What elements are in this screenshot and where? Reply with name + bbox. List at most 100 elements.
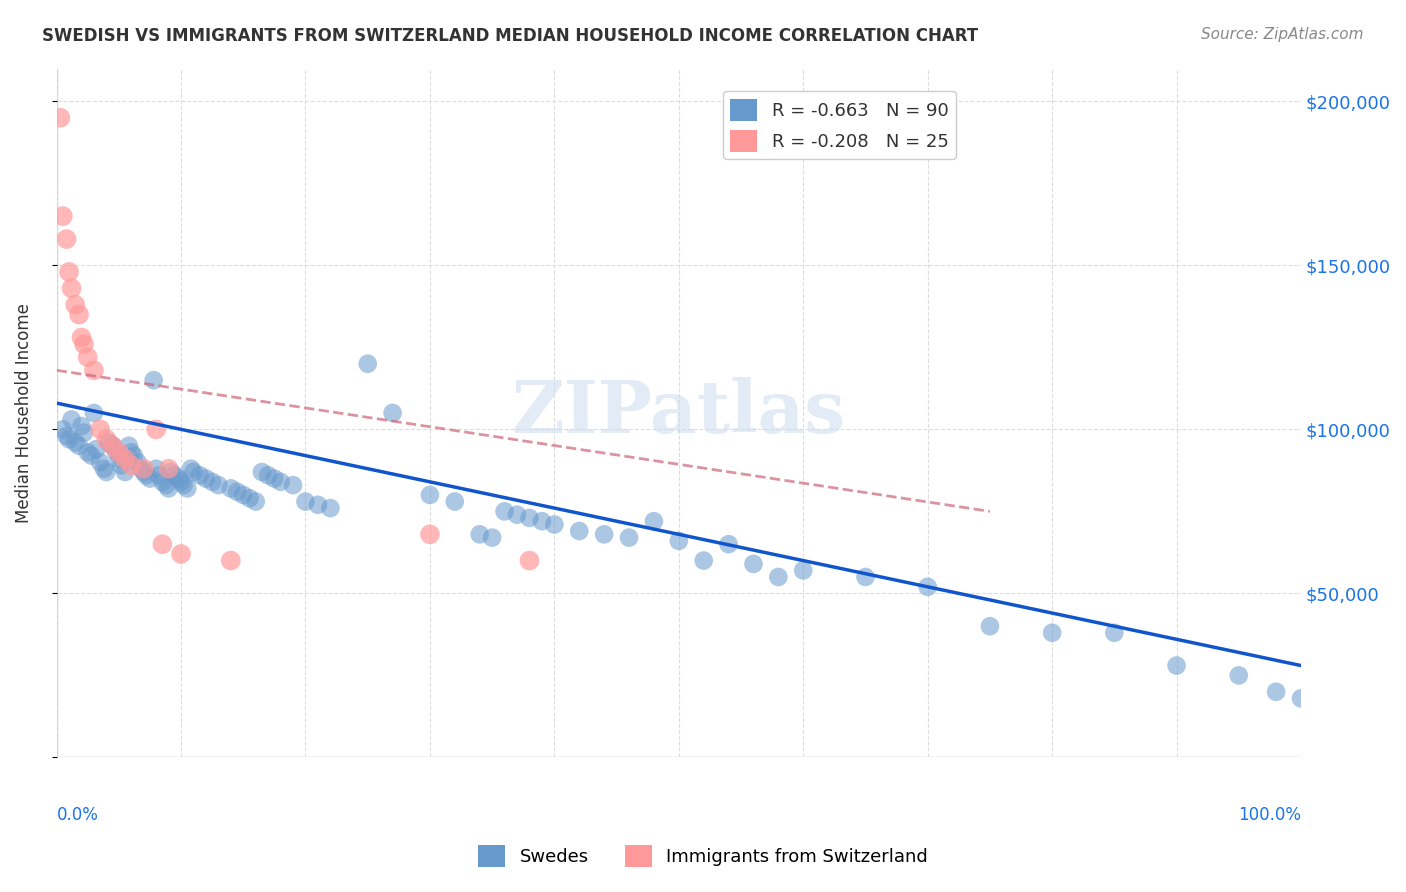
Point [468,527,491,541]
Point [108,445,131,459]
Point [381,406,404,420]
Point [132,461,155,475]
Text: Source: ZipAtlas.com: Source: ZipAtlas.com [1201,27,1364,42]
Point [60,281,83,295]
Point [127,455,149,469]
Point [120,458,142,473]
Point [238,491,260,506]
Point [76,350,98,364]
Point [145,461,167,475]
Point [150,537,173,551]
Point [1040,625,1063,640]
Point [219,482,242,496]
Point [855,570,877,584]
Point [150,475,173,489]
Point [80,449,103,463]
Point [145,422,167,436]
Point [568,524,591,538]
Point [443,494,465,508]
Point [294,494,316,508]
Point [1166,658,1188,673]
Point [170,547,193,561]
Legend: R = -0.663   N = 90, R = -0.208   N = 25: R = -0.663 N = 90, R = -0.208 N = 25 [723,91,956,159]
Point [419,527,441,541]
Point [67,308,90,322]
Point [257,468,280,483]
Point [101,439,124,453]
Point [157,482,180,496]
Point [530,514,553,528]
Point [543,517,565,532]
Point [73,425,96,440]
Point [643,514,665,528]
Point [419,488,441,502]
Point [245,494,267,508]
Point [65,435,87,450]
Point [281,478,304,492]
Point [1104,625,1126,640]
Point [108,451,131,466]
Point [319,501,342,516]
Point [155,478,177,492]
Point [65,298,87,312]
Point [188,468,211,483]
Text: ZIPatlas: ZIPatlas [512,377,846,449]
Point [52,422,75,436]
Point [129,461,152,475]
Point [93,461,115,475]
Point [167,472,190,486]
Point [110,458,132,473]
Point [86,442,108,456]
Point [55,232,77,246]
Point [979,619,1001,633]
Point [52,209,75,223]
Point [792,563,814,577]
Point [768,570,790,584]
Y-axis label: Median Household Income: Median Household Income [15,303,32,523]
Point [118,439,141,453]
Text: 100.0%: 100.0% [1239,805,1301,823]
Point [263,472,285,486]
Point [83,363,105,377]
Point [142,373,165,387]
Point [170,475,193,489]
Point [97,435,120,450]
Point [917,580,939,594]
Point [250,465,273,479]
Point [173,478,195,492]
Point [96,432,118,446]
Point [58,265,80,279]
Legend: Swedes, Immigrants from Switzerland: Swedes, Immigrants from Switzerland [471,838,935,874]
Point [307,498,329,512]
Text: SWEDISH VS IMMIGRANTS FROM SWITZERLAND MEDIAN HOUSEHOLD INCOME CORRELATION CHART: SWEDISH VS IMMIGRANTS FROM SWITZERLAND M… [42,27,979,45]
Point [226,484,249,499]
Point [1227,668,1250,682]
Point [101,439,124,453]
Point [122,449,145,463]
Point [357,357,380,371]
Point [114,451,136,466]
Point [742,557,765,571]
Point [1265,685,1288,699]
Point [76,445,98,459]
Point [60,412,83,426]
Point [176,482,198,496]
Point [506,508,529,522]
Point [1289,691,1312,706]
Point [207,478,229,492]
Point [668,533,690,548]
Point [219,553,242,567]
Point [58,432,80,446]
Point [89,455,111,469]
Point [49,111,72,125]
Point [120,445,142,459]
Point [519,511,541,525]
Point [494,504,516,518]
Point [519,553,541,567]
Point [157,461,180,475]
Point [105,445,128,459]
Point [617,531,640,545]
Point [135,468,157,483]
Point [232,488,254,502]
Point [83,406,105,420]
